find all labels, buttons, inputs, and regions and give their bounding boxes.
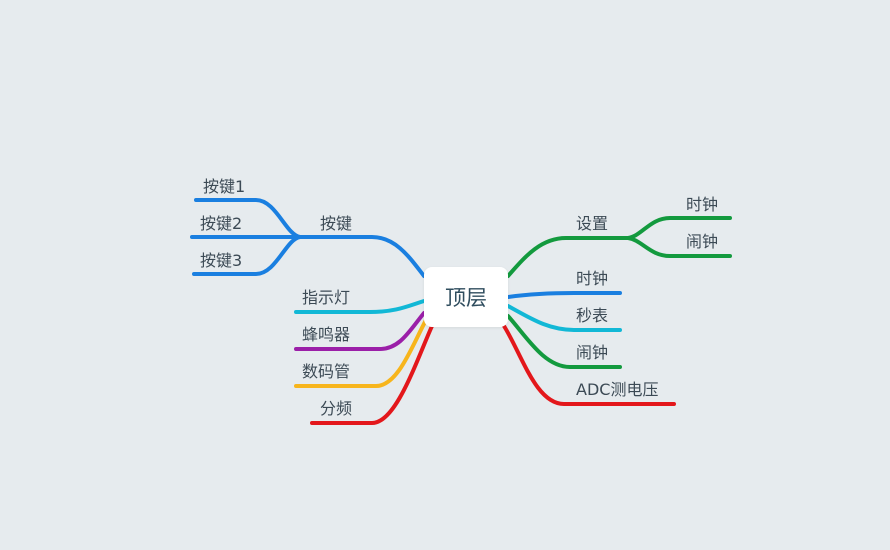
connector-settings-clock: [626, 216, 732, 240]
node-stopwatch[interactable]: 秒表: [576, 306, 609, 325]
node-divider[interactable]: 分频: [320, 399, 353, 418]
node-buzzer[interactable]: 蜂鸣器: [302, 325, 351, 344]
connector-root-divider: [310, 324, 434, 425]
node-alarm[interactable]: 闹钟: [576, 343, 609, 362]
node-clock[interactable]: 时钟: [576, 269, 609, 288]
node-adc[interactable]: ADC测电压: [576, 380, 659, 399]
node-digit-tube[interactable]: 数码管: [302, 362, 351, 381]
connector-root-digit-tube: [294, 318, 428, 388]
node-key-1[interactable]: 按键1: [203, 177, 246, 196]
connector-root-clock: [506, 291, 622, 299]
connector-root-indicator: [294, 299, 426, 314]
node-key-2[interactable]: 按键2: [200, 214, 243, 233]
connector-root-settings: [506, 236, 630, 278]
node-indicator[interactable]: 指示灯: [302, 288, 351, 307]
connector-root-buzzer: [294, 311, 426, 351]
node-settings-clock[interactable]: 时钟: [686, 195, 719, 214]
connector-root-adc: [502, 324, 676, 406]
node-keys[interactable]: 按键: [320, 214, 353, 233]
node-settings[interactable]: 设置: [576, 214, 609, 233]
node-settings-alarm[interactable]: 闹钟: [686, 232, 719, 251]
root-node[interactable]: 顶层: [424, 267, 508, 327]
node-key-3[interactable]: 按键3: [200, 251, 243, 270]
connector-keys-key3: [192, 235, 302, 276]
connector-root-alarm: [506, 314, 622, 369]
connector-root-keys: [298, 235, 426, 278]
connector-settings-alarm: [626, 236, 732, 258]
connector-root-stopwatch: [506, 304, 622, 332]
